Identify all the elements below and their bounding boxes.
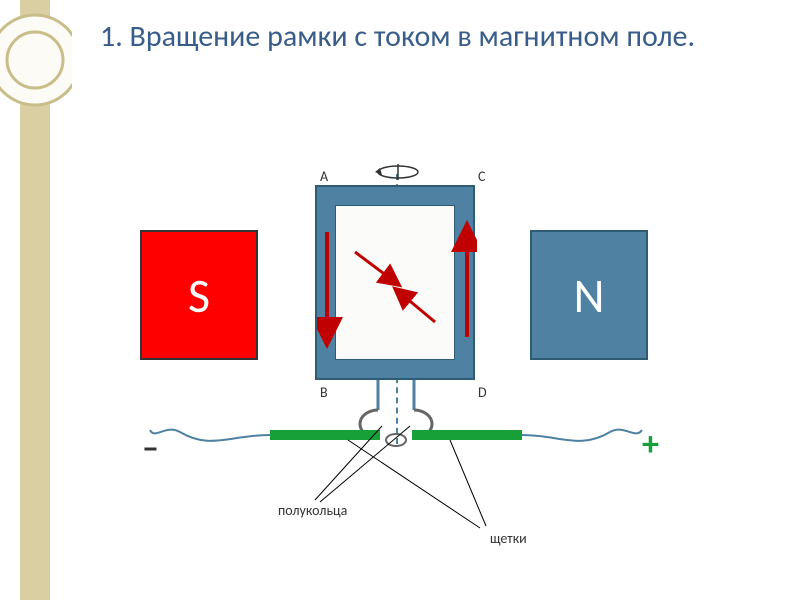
brush-left	[270, 430, 380, 440]
magnet-north: N	[530, 230, 648, 360]
label-halfrings: полукольца	[278, 502, 347, 519]
commutator-assembly	[120, 380, 680, 580]
slide-deco-strip	[0, 0, 72, 600]
corner-c: C	[478, 168, 485, 185]
terminal-plus: +	[642, 424, 659, 465]
label-brushes: щетки	[490, 530, 527, 547]
magnet-south-label: S	[188, 266, 210, 325]
coil-frame	[315, 185, 475, 380]
slide-title: 1. Вращение рамки с током в магнитном по…	[100, 18, 760, 56]
terminal-minus: –	[142, 428, 159, 469]
brush-right	[412, 430, 522, 440]
deco-svg	[0, 0, 72, 600]
motor-diagram: S N A C B D	[120, 140, 680, 570]
coil-arrows	[317, 187, 477, 382]
corner-a: A	[320, 168, 328, 185]
magnet-north-label: N	[574, 266, 605, 325]
magnet-south: S	[140, 230, 258, 360]
rotation-indicator-icon	[375, 162, 421, 182]
